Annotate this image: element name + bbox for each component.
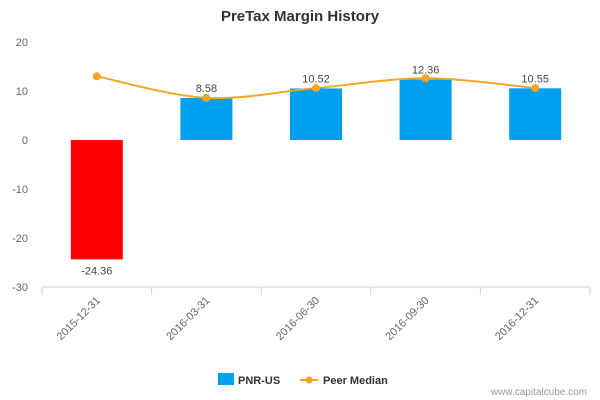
- x-tick-label: 2016-06-30: [274, 295, 322, 343]
- bar-data-label: 10.52: [302, 73, 330, 85]
- x-axis-ticks: 2015-12-31 2016-03-31 2016-06-30 2016-09-30…: [41, 287, 591, 343]
- bar-2016-09-30[interactable]: [399, 79, 452, 140]
- bar-2016-03-31[interactable]: [180, 97, 233, 140]
- chart-title: PreTax Margin History: [221, 8, 380, 25]
- bar-2016-06-30[interactable]: [290, 88, 342, 140]
- peer-median-point-2016-03-31[interactable]: [202, 93, 211, 102]
- bar-data-label: 12.36: [412, 64, 440, 76]
- bar-2015-12-31[interactable]: [70, 140, 123, 260]
- peer-median-point-2016-06-30[interactable]: [312, 84, 320, 93]
- legend-peer-marker: [305, 376, 313, 384]
- x-tick-label: 2015-12-31: [55, 295, 103, 343]
- bar-data-label: -24.36: [81, 265, 112, 277]
- legend-peer-label[interactable]: Peer Median: [323, 375, 388, 387]
- legend-pnr-swatch: [218, 373, 234, 385]
- legend-pnr-label[interactable]: PNR-US: [238, 375, 280, 387]
- peer-median-point-2016-09-30[interactable]: [421, 74, 430, 83]
- legend[interactable]: PNR-US Peer Median: [218, 373, 388, 387]
- pnr-bars: [70, 79, 562, 260]
- y-axis-ticks: 20 10 0 -10 -20 -30: [12, 37, 28, 294]
- y-tick-label: 0: [22, 135, 28, 147]
- x-tick-label: 2016-09-30: [383, 295, 431, 343]
- bar-data-label: 8.58: [196, 83, 217, 95]
- peer-median-point-2015-12-31[interactable]: [92, 72, 101, 81]
- credit-text: www.capitalcube.com: [490, 387, 587, 398]
- y-tick-label: -10: [12, 184, 28, 196]
- y-tick-label: 10: [16, 86, 28, 98]
- x-tick-label: 2016-03-31: [164, 295, 212, 343]
- peer-median-point-2016-12-31[interactable]: [531, 84, 540, 93]
- bar-data-labels: -24.36 8.58 10.52 12.36 10.55: [81, 64, 549, 277]
- peer-median-series: [92, 72, 540, 102]
- y-tick-label: 20: [16, 37, 28, 49]
- bar-2016-12-31[interactable]: [509, 88, 562, 140]
- bar-data-label: 10.55: [521, 73, 549, 85]
- x-tick-label: 2016-12-31: [493, 295, 541, 343]
- y-tick-label: -20: [12, 233, 28, 245]
- y-tick-label: -30: [12, 282, 28, 294]
